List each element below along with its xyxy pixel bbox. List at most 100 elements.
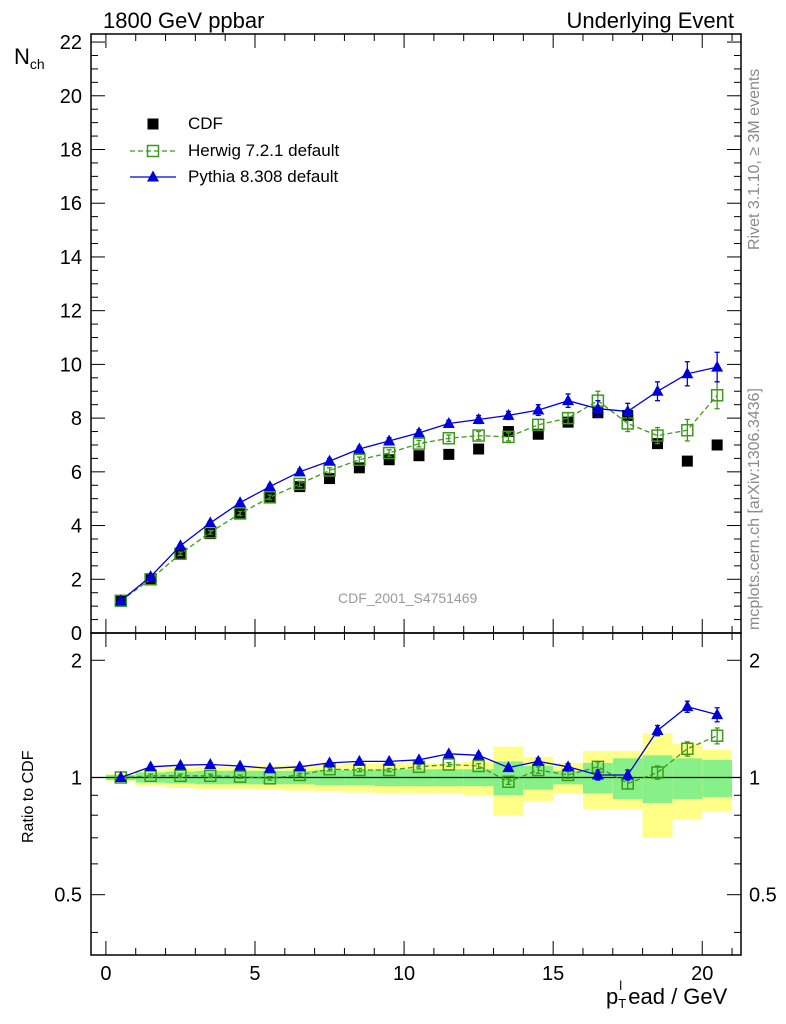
ratio-point — [263, 761, 276, 773]
upper-point — [443, 448, 455, 460]
x-tick-label: 15 — [542, 963, 564, 985]
upper-point — [412, 437, 426, 450]
ratio-point — [591, 768, 604, 780]
upper-y-tick-label: 6 — [71, 462, 82, 484]
upper-point — [681, 423, 694, 437]
upper-series-herwig — [114, 381, 724, 608]
legend-marker-pythia — [147, 170, 159, 182]
lower-y-tick-label-right: 2 — [749, 650, 760, 672]
legend-marker-herwig — [146, 144, 160, 158]
upper-point — [561, 411, 575, 425]
legend-label-cdf: CDF — [188, 114, 223, 133]
legend — [130, 118, 176, 182]
upper-point — [412, 426, 425, 438]
upper-point — [382, 446, 396, 460]
ratio-band-inner — [702, 759, 733, 798]
ratio-point — [710, 729, 724, 742]
upper-point — [353, 453, 366, 466]
lower-y-tick-label-left: 0.5 — [54, 885, 82, 907]
ratio-band-inner — [672, 758, 703, 800]
upper-point — [293, 465, 306, 477]
ratio-point — [144, 760, 157, 772]
xlabel-sub: T — [618, 996, 627, 1011]
upper-point — [651, 429, 664, 442]
ratio-point — [472, 759, 485, 773]
upper-point — [144, 570, 157, 582]
upper-y-tick-label: 0 — [71, 623, 82, 645]
xlabel-sup: l — [619, 978, 623, 993]
upper-point — [233, 507, 247, 520]
upper-y-tick-label: 4 — [71, 516, 82, 538]
xlabel-p: p — [606, 984, 619, 1009]
upper-series-pythia — [114, 351, 724, 606]
x-tick-label: 5 — [249, 963, 260, 985]
upper-point — [204, 516, 217, 528]
header-left-label: 1800 GeV ppbar — [103, 8, 265, 33]
upper-point — [442, 416, 455, 428]
upper-point — [621, 404, 634, 416]
x-tick-label: 20 — [691, 963, 713, 985]
ratio-point — [651, 724, 664, 736]
upper-point — [114, 594, 127, 606]
upper-point — [353, 442, 366, 454]
upper-point — [711, 439, 723, 451]
upper-point — [651, 384, 664, 396]
ratio-point — [233, 770, 247, 783]
upper-y-tick-label: 12 — [60, 301, 82, 323]
x-tick-label: 10 — [393, 963, 415, 985]
ratio-point — [681, 700, 694, 712]
x-tick-label: 0 — [100, 963, 111, 985]
ratio-point — [174, 758, 187, 770]
ratio-point — [114, 770, 127, 782]
ratio-point — [323, 756, 336, 768]
legend-label-herwig: Herwig 7.2.1 default — [188, 141, 340, 160]
upper-point — [532, 428, 544, 440]
upper-ylabel: Nch — [14, 44, 45, 72]
rivet-version-label: Rivet 3.1.10, ≥ 3M events — [746, 68, 763, 250]
analysis-watermark: CDF_2001_S4751469 — [338, 590, 478, 606]
upper-y-tick-label: 14 — [60, 247, 82, 269]
upper-y-tick-label: 10 — [60, 354, 82, 376]
upper-point — [591, 402, 604, 414]
ratio-point — [651, 766, 664, 779]
upper-y-tick-label: 22 — [60, 32, 82, 54]
header-right-label: Underlying Event — [566, 8, 734, 33]
upper-point — [531, 418, 545, 432]
ratio-point — [353, 754, 366, 766]
ratio-point — [532, 754, 545, 766]
upper-point — [711, 360, 724, 372]
upper-point — [473, 443, 485, 455]
ratio-point — [621, 768, 634, 780]
ratio-point — [412, 753, 425, 765]
upper-point — [681, 455, 693, 467]
ratio-point — [442, 747, 455, 759]
upper-point — [353, 462, 365, 474]
upper-point — [502, 408, 515, 420]
upper-point — [562, 394, 575, 406]
ratio-point — [234, 759, 247, 771]
lower-y-tick-label-left: 2 — [71, 650, 82, 672]
upper-y-tick-label: 20 — [60, 86, 82, 108]
upper-point — [710, 389, 724, 402]
lower-y-tick-label-right: 0.5 — [749, 885, 777, 907]
upper-point — [472, 412, 485, 424]
mcplots-label: mcplots.cern.ch [arXiv:1306.3436] — [746, 388, 763, 630]
upper-y-tick-label: 18 — [60, 140, 82, 162]
upper-point — [263, 491, 277, 504]
lower-frame — [90, 632, 742, 956]
upper-point — [174, 539, 187, 551]
lower-y-tick-label-left: 1 — [71, 767, 82, 789]
upper-point — [413, 450, 425, 462]
ratio-point — [502, 775, 515, 789]
upper-point — [472, 429, 485, 442]
lower-ylabel: Ratio to CDF — [20, 750, 37, 843]
upper-y-tick-label: 8 — [71, 408, 82, 430]
ratio-point — [383, 754, 396, 766]
chart-marks — [114, 118, 724, 790]
upper-y-tick-label: 16 — [60, 193, 82, 215]
upper-point — [383, 454, 395, 466]
upper-point — [293, 477, 306, 491]
ratio-point — [472, 748, 485, 760]
